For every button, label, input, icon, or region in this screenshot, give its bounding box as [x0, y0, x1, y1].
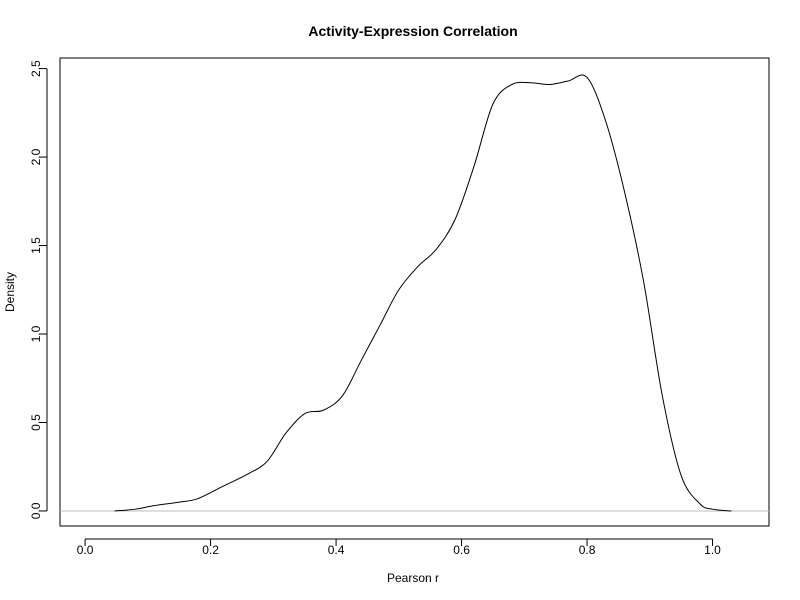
x-tick-label: 0.2 [202, 543, 219, 557]
y-axis-label: Density [3, 272, 17, 312]
x-tick-label: 0.0 [77, 543, 94, 557]
x-tick-label: 1.0 [704, 543, 721, 557]
plot-box [59, 57, 770, 527]
x-axis: 0.0 0.2 0.4 0.6 0.8 1.0 [77, 538, 721, 557]
x-tick-label: 0.4 [328, 543, 345, 557]
x-tick-label: 0.8 [579, 543, 596, 557]
y-tick-label: 2.0 [29, 148, 43, 165]
y-tick-label: 0.5 [29, 414, 43, 431]
y-tick-label: 1.0 [29, 325, 43, 342]
y-tick-label: 2.5 [29, 60, 43, 77]
y-axis: 0.0 0.5 1.0 1.5 2.0 2.5 [29, 60, 48, 519]
y-tick-label: 1.5 [29, 237, 43, 254]
x-tick-label: 0.6 [453, 543, 470, 557]
x-axis-label: Pearson r [387, 571, 439, 585]
density-curve [114, 74, 732, 512]
chart-title: Activity-Expression Correlation [308, 23, 517, 39]
y-tick-label: 0.0 [29, 502, 43, 519]
